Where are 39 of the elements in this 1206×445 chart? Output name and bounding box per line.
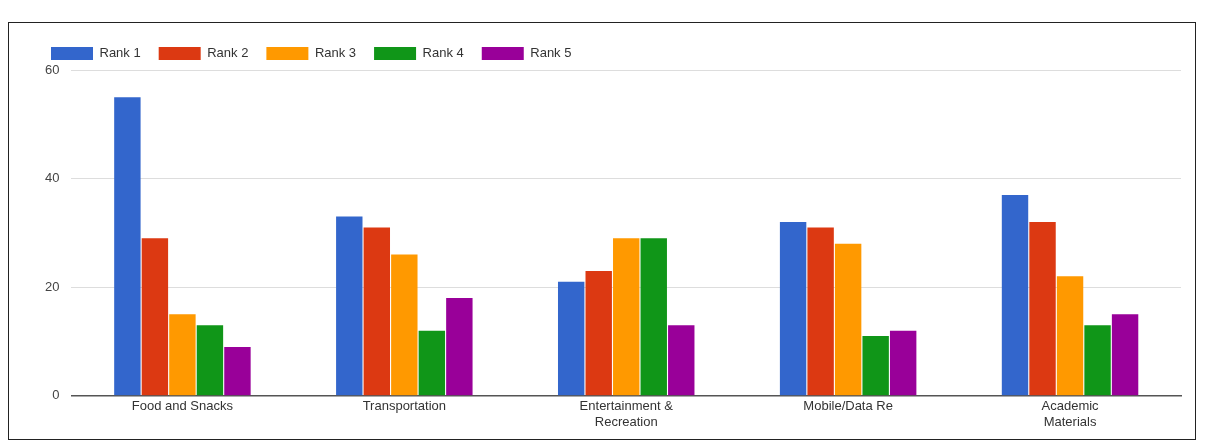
bar [862, 336, 889, 396]
y-tick-label: 60 [44, 61, 60, 77]
bar [1056, 276, 1084, 396]
bar [391, 254, 418, 396]
bar [418, 330, 446, 396]
bar [196, 325, 224, 396]
bar [613, 238, 640, 396]
y-tick-label: 20 [44, 278, 60, 294]
legend-label: Rank 5 [530, 45, 572, 61]
x-tick-label: Entertainment & Recreation [579, 398, 674, 429]
bar [557, 281, 585, 396]
legend-label: Rank 2 [207, 45, 249, 61]
bar [446, 298, 473, 396]
bar [889, 330, 917, 396]
bar [224, 346, 251, 396]
bar [834, 243, 862, 396]
y-tick-label: 40 [44, 170, 60, 186]
bar [585, 270, 612, 396]
x-tick-label: Transportation [362, 398, 446, 414]
x-tick-label: Mobile/Data Re [803, 398, 893, 414]
bar [640, 238, 667, 396]
legend-label: Rank 3 [314, 45, 357, 61]
bar [141, 238, 169, 396]
bar [114, 97, 141, 396]
bar [1084, 325, 1111, 396]
legend-label: Rank 1 [99, 45, 141, 61]
bar [336, 216, 363, 396]
legend-label: Rank 4 [422, 45, 464, 61]
bar [779, 222, 807, 396]
bar [807, 227, 834, 396]
bar [1029, 222, 1056, 396]
bar [1111, 314, 1139, 396]
x-tick-label: Food and Snacks [131, 398, 234, 414]
bar [169, 314, 196, 396]
bar [668, 325, 695, 396]
y-tick-label: 0 [52, 387, 60, 403]
bar [363, 227, 391, 396]
x-tick-label: Academic Materials [1041, 398, 1100, 429]
bar [1001, 194, 1029, 396]
